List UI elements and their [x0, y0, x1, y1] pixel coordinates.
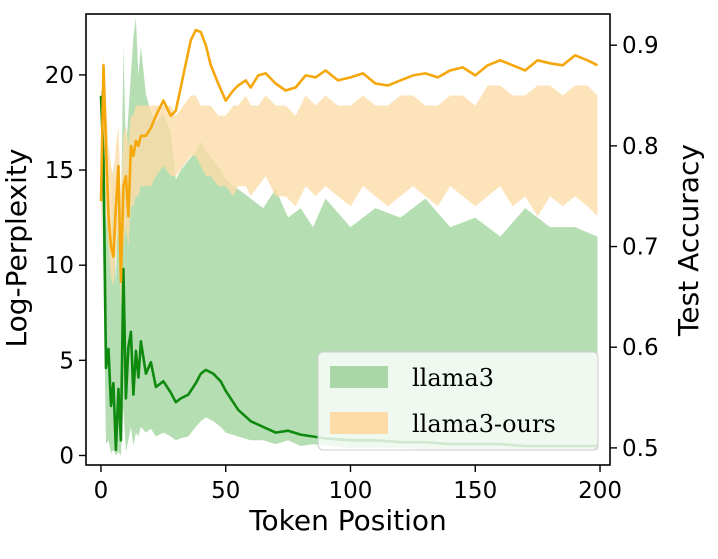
left-y-tick-label: 0 [59, 443, 74, 469]
left-y-tick-label: 20 [45, 63, 74, 89]
x-tick-label: 0 [94, 478, 109, 504]
legend-swatch-llama3 [330, 366, 388, 388]
left-y-tick-label: 10 [45, 253, 74, 279]
x-axis-ticks: 0 50 100 150 200 [94, 465, 622, 504]
legend: llama3 llama3-ours [317, 351, 599, 451]
right-y-tick-label: 0.6 [622, 335, 659, 361]
legend-swatch-llama3-ours [330, 412, 388, 434]
band-llama3 [101, 17, 598, 456]
x-tick-label: 100 [329, 478, 373, 504]
right-y-axis-title: Test Accuracy [672, 144, 705, 337]
line-llama3-ours [99, 28, 599, 284]
plot-frame [85, 13, 611, 466]
x-tick-label: 50 [211, 478, 240, 504]
left-y-tick-label: 5 [59, 348, 74, 374]
x-tick-label: 200 [578, 478, 622, 504]
left-y-axis-ticks: 0 5 10 15 20 [45, 63, 86, 469]
legend-label-llama3: llama3 [412, 364, 494, 392]
plot-area [85, 13, 611, 466]
right-y-axis-ticks: 0.5 0.6 0.7 0.8 0.9 [610, 33, 659, 462]
left-y-tick-label: 15 [45, 158, 74, 184]
right-y-tick-label: 0.8 [622, 134, 659, 160]
right-y-tick-label: 0.7 [622, 235, 659, 261]
legend-label-llama3-ours: llama3-ours [412, 410, 556, 438]
right-y-tick-label: 0.5 [622, 436, 659, 462]
confidence-bands [101, 17, 598, 456]
band-llama3-ours [101, 55, 598, 307]
right-y-tick-label: 0.9 [622, 33, 659, 59]
left-y-axis-title: Log-Perplexity [0, 149, 33, 348]
x-tick-label: 150 [453, 478, 497, 504]
x-axis-title: Token Position [248, 504, 447, 537]
